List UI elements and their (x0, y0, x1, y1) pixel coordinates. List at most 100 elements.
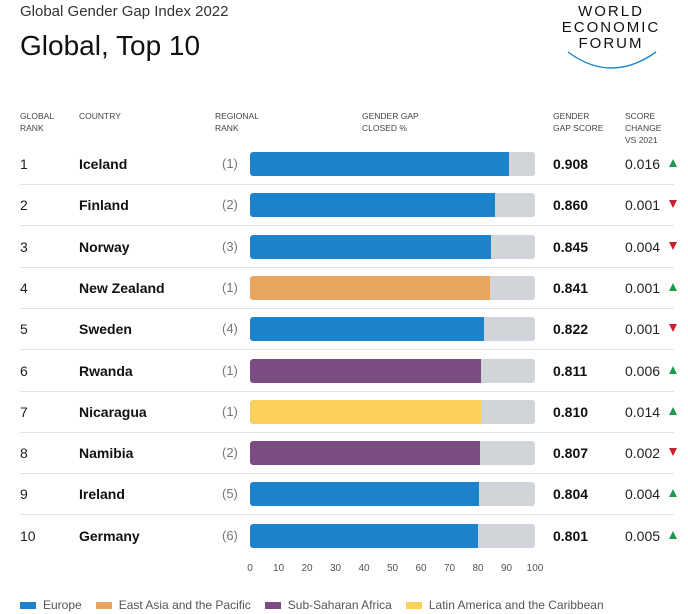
gap-score: 0.811 (553, 363, 588, 379)
arrow-up-icon (669, 283, 677, 291)
legend-label: Europe (43, 598, 82, 612)
country-name: Namibia (79, 445, 134, 461)
logo-arc-icon (567, 51, 657, 69)
global-rank: 9 (20, 486, 28, 502)
global-rank: 2 (20, 197, 28, 213)
bar-track (250, 317, 535, 341)
row-divider (20, 267, 674, 268)
legend-swatch (264, 602, 281, 610)
x-tick-label: 30 (329, 563, 342, 574)
arrow-down-icon (669, 200, 677, 208)
header-gap-closed-line: CLOSED % (362, 123, 407, 133)
country-name: Rwanda (79, 363, 133, 379)
bar-track (250, 524, 535, 548)
country-name: Sweden (79, 321, 132, 337)
score-change: 0.005 (625, 528, 661, 544)
gap-score: 0.860 (553, 197, 589, 213)
country-name: Norway (79, 239, 130, 255)
regional-rank: (1) (222, 363, 238, 378)
bar-track (250, 359, 535, 383)
score-change: 0.001 (625, 321, 661, 337)
x-tick-label: 80 (472, 563, 484, 574)
legend-item: Latin America and the Caribbean (405, 598, 604, 612)
bar-fill (250, 400, 481, 424)
x-tick-label: 50 (386, 563, 399, 574)
x-tick-label: 90 (500, 563, 513, 574)
x-tick-label: 20 (301, 563, 313, 574)
header-country: COUNTRY (79, 110, 121, 122)
table-row: 1 Iceland (1) 0.908 0.016 (0, 150, 688, 178)
bar-track (250, 193, 535, 217)
row-divider (20, 514, 674, 515)
table-row: 10 Germany (6) 0.801 0.005 (0, 522, 688, 550)
table-row: 4 New Zealand (1) 0.841 0.001 (0, 274, 688, 302)
arrow-down-icon (669, 324, 677, 332)
header-global-rank: GLOBAL RANK (20, 110, 54, 134)
wef-logo: WORLD ECONOMIC FORUM (556, 4, 666, 74)
arrow-down-icon (669, 448, 677, 456)
arrow-up-icon (669, 366, 677, 374)
regional-rank: (2) (222, 445, 238, 460)
bar-fill (250, 193, 496, 217)
country-name: Germany (79, 528, 140, 544)
score-change: 0.001 (625, 197, 661, 213)
x-tick-label: 60 (415, 563, 427, 574)
bar-fill (250, 524, 479, 548)
logo-line-2: ECONOMIC (561, 19, 661, 36)
global-rank: 4 (20, 280, 28, 296)
header-regional-rank-line: REGIONAL (215, 111, 259, 121)
country-name: Iceland (79, 156, 128, 172)
row-divider (20, 391, 674, 392)
score-change: 0.016 (625, 156, 661, 172)
gap-score: 0.822 (553, 321, 589, 337)
score-change: 0.002 (625, 445, 661, 461)
regional-rank: (1) (222, 404, 238, 419)
legend-label: Latin America and the Caribbean (428, 598, 604, 612)
table-row: 5 Sweden (4) 0.822 0.001 (0, 315, 688, 343)
country-name: New Zealand (79, 280, 165, 296)
legend-item: East Asia and the Pacific (95, 598, 251, 612)
country-name: Ireland (79, 486, 125, 502)
arrow-down-icon (669, 242, 677, 250)
score-change: 0.004 (625, 239, 661, 255)
legend-swatch (405, 602, 422, 610)
score-change: 0.006 (625, 363, 661, 379)
bar-fill (250, 482, 480, 506)
bar-fill (250, 441, 480, 465)
header-gap-closed-line: GENDER GAP (362, 111, 419, 121)
row-divider (20, 349, 674, 350)
header-score-change-line: VS 2021 (625, 135, 658, 145)
score-change: 0.014 (625, 404, 661, 420)
bar-track (250, 441, 535, 465)
global-rank: 6 (20, 363, 28, 379)
bar-fill (250, 235, 491, 259)
gap-score: 0.908 (553, 156, 589, 172)
gap-score: 0.845 (553, 239, 589, 255)
header-country-line: COUNTRY (79, 111, 121, 121)
gap-score: 0.810 (553, 404, 589, 420)
score-change: 0.004 (625, 486, 661, 502)
legend-label: East Asia and the Pacific (118, 598, 251, 612)
row-divider (20, 308, 674, 309)
arrow-up-icon (669, 407, 677, 415)
gap-score: 0.801 (553, 528, 589, 544)
header-score-change-line: SCORE (625, 111, 656, 121)
bar-track (250, 152, 535, 176)
gap-score: 0.841 (553, 280, 589, 296)
table-row: 2 Finland (2) 0.860 0.001 (0, 191, 688, 219)
regional-rank: (1) (222, 156, 238, 171)
bar-track (250, 400, 535, 424)
global-rank: 7 (20, 404, 28, 420)
global-rank: 8 (20, 445, 28, 461)
country-name: Finland (79, 197, 129, 213)
gap-score: 0.807 (553, 445, 589, 461)
bar-fill (250, 152, 509, 176)
chart-supertitle: Global Gender Gap Index 2022 (20, 3, 229, 20)
bar-fill (250, 359, 482, 383)
header-gap-score-line: GENDER (553, 111, 590, 121)
legend-swatch (95, 602, 112, 610)
regional-rank: (2) (222, 197, 238, 212)
gap-score: 0.804 (553, 486, 589, 502)
bar-fill (250, 276, 490, 300)
bar-track (250, 482, 535, 506)
